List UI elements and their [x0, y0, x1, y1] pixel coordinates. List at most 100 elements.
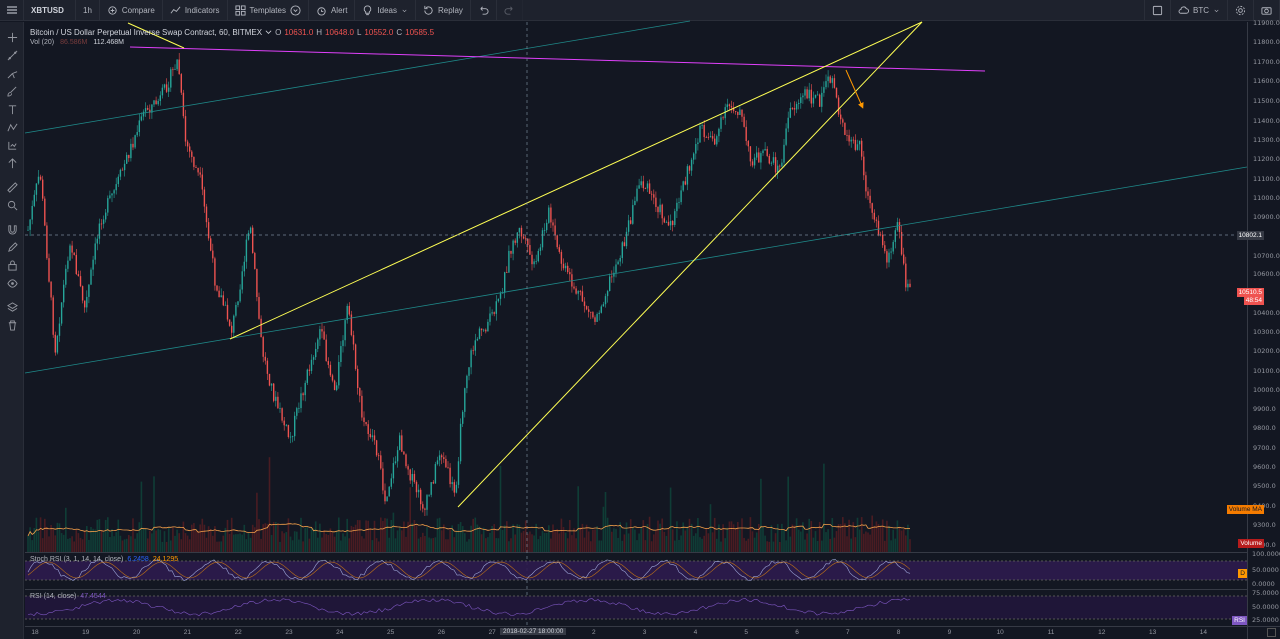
pencil-lock-icon[interactable] — [0, 238, 24, 256]
brush-icon[interactable] — [0, 82, 24, 100]
candle-body — [111, 193, 113, 196]
replay-button[interactable]: Replay — [416, 0, 471, 21]
lock-icon[interactable] — [0, 256, 24, 274]
candle-body — [745, 126, 747, 142]
ideas-label: Ideas — [377, 5, 397, 15]
magnet-icon[interactable] — [0, 220, 24, 238]
price-tick-label: 9500.0 — [1253, 482, 1276, 490]
candle-body — [243, 261, 245, 272]
candle-body — [844, 122, 846, 136]
volume-bar — [646, 524, 649, 552]
volume-bar — [886, 520, 888, 552]
candle-body — [462, 411, 464, 424]
volume-bar — [289, 536, 292, 552]
ideas-button[interactable]: Ideas — [355, 0, 416, 21]
volume-bar — [732, 524, 735, 552]
settings-toggle-icon[interactable] — [1267, 628, 1276, 637]
symbol-search[interactable]: XBTUSD — [24, 0, 76, 21]
volume-bar — [178, 533, 180, 552]
volume-bar — [247, 532, 250, 552]
text-icon[interactable] — [0, 100, 24, 118]
indicators-button[interactable]: Indicators — [163, 0, 228, 21]
high-label: H — [316, 28, 323, 37]
volume-bar — [237, 534, 239, 552]
volume-bar — [128, 535, 130, 552]
volume-bar — [638, 533, 640, 552]
redo-button[interactable] — [497, 0, 523, 21]
volume-bar — [594, 529, 596, 552]
candle-body — [569, 272, 571, 275]
volume-ma-tag: Volume MA — [1226, 505, 1264, 514]
volume-bar — [816, 540, 819, 552]
volume-bar — [839, 524, 842, 552]
prediction-icon[interactable] — [0, 136, 24, 154]
oscillator-tick-label: 0.0000 — [1252, 580, 1275, 588]
pattern-icon[interactable] — [0, 118, 24, 136]
candle-body — [115, 184, 117, 191]
candle-body — [890, 251, 892, 253]
date-tick-label: 22 — [234, 629, 242, 636]
crosshair-tool-icon[interactable] — [0, 28, 24, 46]
volume-bar — [642, 520, 645, 552]
volume-bar — [409, 487, 411, 552]
stoch-label[interactable]: Stoch RSI (3, 1, 14, 14, close) — [30, 556, 124, 563]
candle-body — [378, 455, 380, 457]
volume-bar — [745, 540, 747, 552]
templates-button[interactable]: Templates — [228, 0, 309, 21]
volume-bar — [71, 536, 73, 552]
trend-line-icon[interactable] — [0, 46, 24, 64]
wedge-lower-line[interactable] — [457, 21, 923, 508]
short-trend-line[interactable] — [127, 22, 185, 49]
candle-body — [466, 375, 468, 389]
ruler-icon[interactable] — [0, 178, 24, 196]
rsi-label[interactable]: RSI (14, close) — [30, 593, 77, 600]
candle-body — [774, 157, 777, 173]
candle-body — [193, 157, 195, 167]
zoom-icon[interactable] — [0, 196, 24, 214]
volume-bar — [556, 528, 558, 552]
volume-bars — [27, 457, 911, 552]
currency-button[interactable]: BTC — [1171, 0, 1228, 21]
date-tick-label: 23 — [285, 629, 293, 636]
wedge-upper-line[interactable] — [229, 21, 923, 340]
resistance-line[interactable] — [129, 46, 986, 72]
menu-icon[interactable] — [0, 0, 24, 21]
volume-study-label[interactable]: Vol (20) — [30, 39, 55, 46]
trash-icon[interactable] — [0, 316, 24, 334]
candle-body — [781, 162, 783, 167]
volume-bar — [785, 540, 787, 552]
candle-body — [737, 111, 739, 115]
layers-icon[interactable] — [0, 298, 24, 316]
fullscreen-button[interactable] — [1144, 0, 1171, 21]
candle-body — [210, 238, 212, 251]
candle-body — [833, 78, 836, 88]
volume-bar — [674, 540, 676, 552]
volume-bar — [665, 535, 668, 552]
eye-icon[interactable] — [0, 274, 24, 292]
volume-bar — [821, 540, 823, 552]
settings-button[interactable] — [1228, 0, 1254, 21]
volume-bar — [331, 532, 334, 552]
pitchfork-icon[interactable] — [0, 64, 24, 82]
shapes-icon[interactable] — [0, 154, 24, 172]
stoch-d-line — [27, 561, 911, 579]
candle-body — [157, 100, 159, 105]
candle-body — [793, 108, 796, 110]
interval-button[interactable]: 1h — [76, 0, 100, 21]
candle-body — [665, 221, 668, 223]
chevron-down-icon[interactable] — [265, 29, 272, 36]
alert-button[interactable]: Alert — [309, 0, 356, 21]
projection-arrow[interactable] — [845, 69, 864, 109]
undo-button[interactable] — [471, 0, 497, 21]
candle-body — [289, 436, 292, 438]
channel-line-lower[interactable] — [24, 166, 1248, 374]
volume-bar — [621, 540, 624, 552]
candle-body — [189, 146, 191, 152]
channel-line-upper[interactable] — [24, 20, 691, 134]
compare-button[interactable]: Compare — [100, 0, 163, 21]
candle-body — [638, 185, 640, 189]
volume-bar — [617, 537, 619, 552]
volume-bar — [896, 520, 899, 552]
volume-bar — [596, 526, 598, 552]
